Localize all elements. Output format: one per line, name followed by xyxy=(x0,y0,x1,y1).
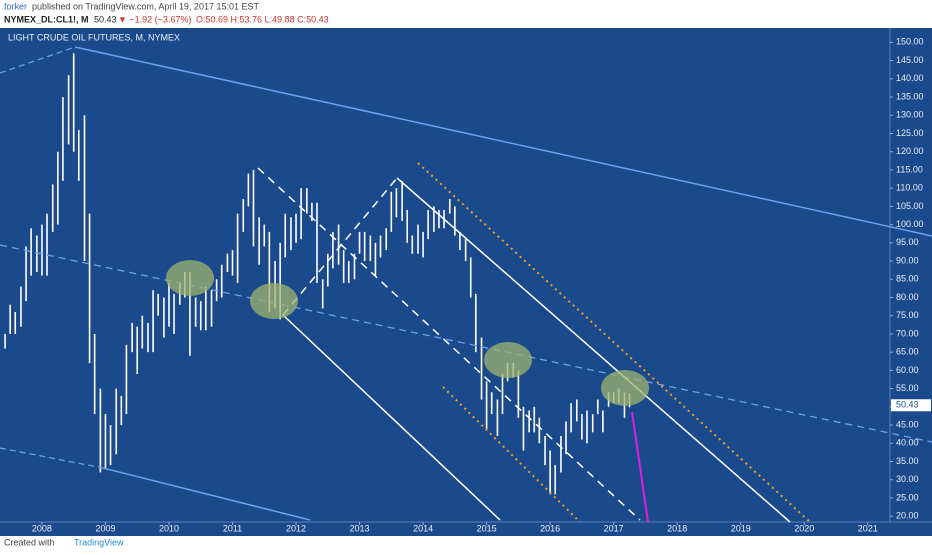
x-tick-label: 2020 xyxy=(794,523,814,533)
trend-line xyxy=(282,314,501,521)
y-tick-label: 75.00 xyxy=(896,310,919,320)
x-tick-label: 2018 xyxy=(667,523,687,533)
price-tag xyxy=(891,399,931,412)
y-tick-label: 130.00 xyxy=(896,110,924,120)
trend-line xyxy=(0,244,932,443)
x-tick-label: 2013 xyxy=(350,523,370,533)
y-tick-label: 35.00 xyxy=(896,456,919,466)
trend-line xyxy=(0,46,76,74)
trend-line xyxy=(102,467,311,521)
y-tick-label: 145.00 xyxy=(896,55,924,65)
y-tick-label: 95.00 xyxy=(896,237,919,247)
trend-line xyxy=(396,177,791,523)
y-tick-label: 80.00 xyxy=(896,292,919,302)
y-tick-label: 85.00 xyxy=(896,274,919,284)
y-tick-label: 55.00 xyxy=(896,383,919,393)
published: published on TradingView.com, April 19, … xyxy=(32,1,259,11)
footer-bg xyxy=(0,536,932,550)
trend-line xyxy=(417,162,811,523)
trend-line xyxy=(442,386,581,523)
trend-line xyxy=(257,167,641,521)
x-tick-label: 2012 xyxy=(286,523,306,533)
x-tick-label: 2008 xyxy=(32,523,52,533)
chart-bg xyxy=(0,28,932,536)
price-tag-label: 50.43 xyxy=(896,400,919,410)
highlight xyxy=(166,260,214,296)
y-tick-label: 90.00 xyxy=(896,255,919,265)
x-tick-label: 2010 xyxy=(159,523,179,533)
x-tick-label: 2016 xyxy=(540,523,560,533)
highlight xyxy=(484,342,532,378)
y-tick-label: 45.00 xyxy=(896,419,919,429)
trend-line xyxy=(74,46,932,237)
last-price: 50.43 xyxy=(94,14,117,24)
footer-brand[interactable]: TradingView xyxy=(74,537,124,547)
chart-title: LIGHT CRUDE OIL FUTURES, M, NYMEX xyxy=(8,32,180,42)
trend-line xyxy=(0,447,104,469)
y-tick-label: 70.00 xyxy=(896,328,919,338)
y-tick-label: 135.00 xyxy=(896,91,924,101)
drawings xyxy=(0,46,932,523)
y-tick-label: 110.00 xyxy=(896,183,923,193)
highlight xyxy=(601,370,649,406)
y-tick-label: 120.00 xyxy=(896,146,924,156)
y-tick-label: 150.00 xyxy=(896,37,924,47)
x-tick-label: 2021 xyxy=(858,523,878,533)
y-tick-label: 65.00 xyxy=(896,347,919,357)
x-tick-label: 2009 xyxy=(95,523,115,533)
highlight xyxy=(250,283,298,319)
projection-line xyxy=(631,411,649,523)
ohlc-readout: O:50.69 H:53.76 L:49.88 C:50.43 xyxy=(196,14,329,24)
y-tick-label: 60.00 xyxy=(896,365,919,375)
x-tick-label: 2011 xyxy=(223,523,242,533)
x-tick-label: 2015 xyxy=(477,523,497,533)
change: ▼ −1.92 (−3.67%) xyxy=(118,14,191,24)
author[interactable]: forker xyxy=(4,1,27,11)
trend-line xyxy=(282,177,398,316)
y-tick-label: 115.00 xyxy=(896,164,923,174)
y-tick-label: 40.00 xyxy=(896,438,919,448)
y-tick-label: 30.00 xyxy=(896,474,919,484)
y-tick-label: 125.00 xyxy=(896,128,924,138)
y-tick-label: 100.00 xyxy=(896,219,924,229)
y-tick-label: 25.00 xyxy=(896,492,919,502)
axes: 20.0025.0030.0035.0040.0045.0050.0055.00… xyxy=(32,37,931,533)
y-tick-label: 20.00 xyxy=(896,511,919,521)
x-tick-label: 2019 xyxy=(731,523,751,533)
x-tick-label: 2017 xyxy=(604,523,624,533)
y-tick-label: 140.00 xyxy=(896,73,924,83)
symbol: NYMEX_DL:CL1!, M xyxy=(4,14,89,24)
x-tick-label: 2014 xyxy=(413,523,433,533)
footer-text: Created with xyxy=(4,537,55,547)
y-tick-label: 105.00 xyxy=(896,201,924,211)
